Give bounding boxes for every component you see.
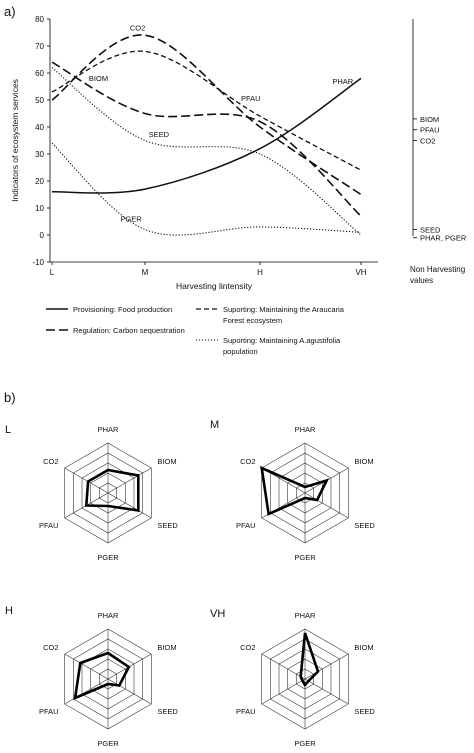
- radar-data-polygon: [299, 632, 320, 688]
- series-line-pger: [51, 142, 362, 236]
- radar-spoke: [304, 653, 349, 680]
- radar-axis-label: PFAU: [39, 707, 59, 716]
- legend: Provisioning: Food production Regulation:…: [46, 305, 345, 356]
- panel-b-label: b): [4, 390, 16, 405]
- radar-axis-label: PHAR: [98, 425, 119, 434]
- series-line-seed: [51, 67, 362, 236]
- panel-a-label: a): [4, 4, 16, 19]
- series-line-phar: [51, 77, 362, 194]
- series-line-biom: [51, 61, 362, 217]
- radar-axis-label: PGER: [97, 553, 119, 562]
- legend-label: Forest ecosystem: [223, 316, 282, 325]
- radar-axis-label: CO2: [43, 457, 58, 466]
- radar-title: M: [210, 419, 219, 431]
- line-chart: -10 0 10 20 30 40 50 60 70 80 L M H VH Harvesting lint…: [10, 15, 467, 291]
- radar-data-polygon: [260, 465, 330, 516]
- radar-axis-label: BIOM: [354, 457, 373, 466]
- x-tick-label: M: [142, 268, 149, 277]
- right-axis-label: SEED: [420, 226, 441, 235]
- right-axis-label: BIOM: [420, 115, 439, 124]
- legend-label: Provisioning: Food production: [73, 305, 172, 314]
- x-tick-label: H: [257, 268, 263, 277]
- legend-label: Suporting: Maintaining A.agustifolia: [223, 336, 341, 345]
- radar-spoke: [107, 492, 152, 519]
- right-axis-label: CO2: [420, 137, 435, 146]
- radar-axis-label: SEED: [354, 521, 375, 530]
- radar-spoke: [304, 492, 349, 519]
- y-tick-label: 10: [35, 204, 44, 213]
- radar-spoke: [107, 467, 152, 494]
- y-tick-label: -10: [32, 258, 44, 267]
- radar-axis-label: PFAU: [39, 521, 59, 530]
- legend-label: population: [223, 347, 258, 356]
- radar-axis-label: PGER: [97, 739, 119, 748]
- x-tick-label: L: [50, 268, 55, 277]
- series-label-pfau: PFAU: [241, 94, 261, 103]
- y-tick-label: 30: [35, 150, 44, 159]
- y-tick-label: 0: [40, 231, 45, 240]
- radar-axis-label: BIOM: [354, 643, 373, 652]
- radar-axis-label: PGER: [294, 553, 316, 562]
- series-line-pfau: [51, 50, 362, 171]
- radar-axis-label: SEED: [157, 707, 178, 716]
- radar-axis-label: PHAR: [295, 611, 316, 620]
- radar-title: H: [5, 605, 13, 617]
- radar-axis-label: PFAU: [236, 707, 256, 716]
- radar-axis-label: BIOM: [157, 643, 176, 652]
- series-label-seed: SEED: [149, 130, 170, 139]
- x-tick-label: VH: [355, 268, 366, 277]
- radar-data-polygon: [84, 468, 140, 513]
- series-label-co2: CO2: [130, 23, 145, 32]
- radar-axis-label: CO2: [43, 643, 58, 652]
- y-tick-label: 80: [35, 15, 44, 24]
- legend-label: Suporting: Maintaining the Araucaria: [223, 305, 345, 314]
- radar-axis-label: CO2: [240, 643, 255, 652]
- radar-spoke: [304, 678, 349, 705]
- radar-axis-label: PHAR: [98, 611, 119, 620]
- y-tick-label: 40: [35, 123, 44, 132]
- y-axis-title: Indicators of ecosystem services: [10, 79, 20, 202]
- series-label-pger: PGER: [120, 215, 142, 224]
- right-axis-title: Non Harvesting: [410, 265, 465, 274]
- radar-axis-label: PGER: [294, 739, 316, 748]
- radar-axis-label: SEED: [354, 707, 375, 716]
- right-axis-title: values: [410, 276, 433, 285]
- series-label-phar: PHAR: [332, 77, 353, 86]
- radar-axis-label: PFAU: [236, 521, 256, 530]
- radar-data-polygon: [73, 651, 131, 701]
- right-axis-label: PFAU: [420, 126, 440, 135]
- x-axis-title: Harvesting lintensity: [176, 281, 253, 291]
- y-tick-label: 70: [35, 42, 44, 51]
- radar-spoke: [261, 653, 306, 680]
- radar-axis-label: BIOM: [157, 457, 176, 466]
- series-label-biom: BIOM: [89, 74, 108, 83]
- y-tick-label: 60: [35, 69, 44, 78]
- y-tick-label: 20: [35, 177, 44, 186]
- radar-title: VH: [210, 608, 225, 620]
- radar-axis-label: CO2: [240, 457, 255, 466]
- series-line-co2: [51, 34, 362, 196]
- legend-label: Regulation: Carbon sequestration: [73, 326, 185, 335]
- radar-spoke: [107, 678, 152, 705]
- radar-axis-label: PHAR: [295, 425, 316, 434]
- radar-spoke: [64, 653, 109, 680]
- right-axis-label: PHAR, PGER: [420, 234, 467, 243]
- radar-axis-label: SEED: [157, 521, 178, 530]
- radar-spoke: [64, 467, 109, 494]
- radar-title: L: [5, 424, 11, 436]
- radar-spoke: [64, 678, 109, 705]
- radar-charts: L PHAR BIOM SEED PGER PFAU CO2 M PHAR BIOM SEED PGE…: [5, 419, 375, 748]
- y-tick-label: 50: [35, 96, 44, 105]
- radar-spoke: [261, 678, 306, 705]
